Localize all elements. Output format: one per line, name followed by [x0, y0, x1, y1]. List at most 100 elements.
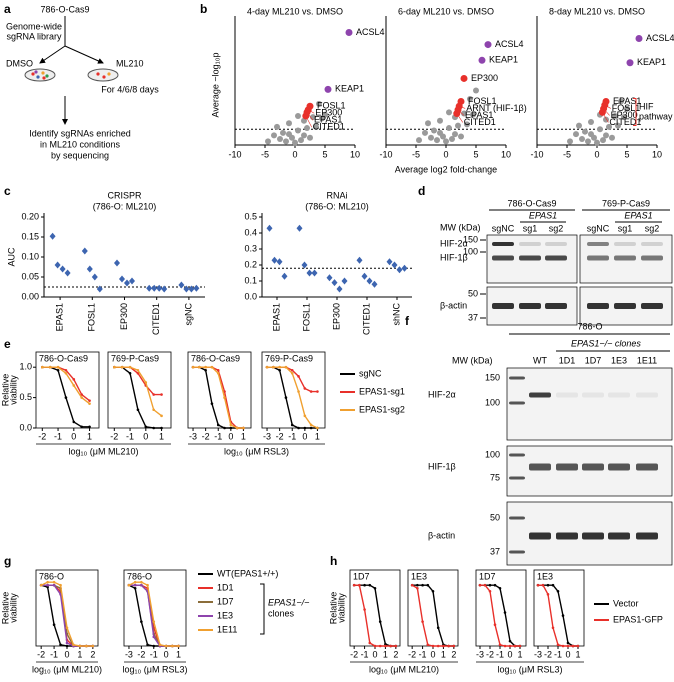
dot [156, 284, 163, 292]
x-tick-label: -5 [412, 149, 420, 159]
data-point [52, 580, 56, 584]
x-tick-label: 0 [292, 149, 297, 159]
data-point [284, 365, 288, 369]
x-tick-label: -10 [379, 149, 392, 159]
point [425, 120, 431, 127]
data-point [352, 583, 356, 587]
y-tick-label: 0.3 [244, 243, 257, 253]
x-tick-label: CITED1 [151, 303, 161, 335]
plot-title: (786-O: ML210) [93, 201, 157, 211]
point [576, 122, 582, 129]
x-tick-label: -2 [110, 431, 118, 441]
dot [266, 224, 273, 232]
dot [54, 261, 61, 269]
plot-title: 1E3 [411, 571, 427, 581]
data-point [140, 620, 143, 623]
blot-band [509, 516, 525, 520]
point [621, 114, 627, 121]
data-point [416, 583, 419, 587]
blot-band [529, 463, 551, 471]
x-tick-label: -1 [554, 649, 562, 659]
data-point [297, 426, 300, 430]
x-tick-label: -2 [137, 649, 145, 659]
marker-label: 50 [490, 512, 500, 522]
point [446, 125, 452, 132]
plot-title: CRISPR [107, 190, 142, 200]
data-point [64, 371, 68, 375]
dot [281, 272, 288, 280]
data-point [483, 583, 487, 587]
data-point [88, 402, 91, 405]
blot-band [608, 392, 630, 398]
dot [151, 284, 158, 292]
point [464, 121, 470, 128]
data-point [160, 393, 163, 396]
data-point [384, 644, 387, 648]
data-point [442, 644, 445, 648]
point [298, 137, 304, 144]
data-point [136, 408, 140, 412]
point [579, 135, 585, 142]
data-point [290, 368, 294, 372]
plot-title: RNAi [326, 190, 347, 200]
leader-line [305, 115, 313, 128]
point [428, 134, 434, 141]
dot [178, 281, 185, 289]
protein-label: HIF-2α [428, 389, 456, 399]
data-point [561, 644, 565, 648]
curve [193, 366, 244, 429]
data-point [164, 644, 168, 648]
data-point [309, 423, 313, 427]
y-axis-label: viability [336, 593, 346, 623]
data-point [216, 368, 220, 372]
blot-band [509, 376, 525, 380]
x-tick-label: -5 [563, 149, 571, 159]
marker-label: 37 [468, 312, 478, 322]
data-point [421, 583, 424, 587]
data-point [46, 583, 49, 587]
cells [31, 70, 111, 80]
blot-band [529, 392, 551, 398]
blot-band [509, 550, 525, 554]
data-point [152, 393, 155, 396]
cell-line: 786-O-Cas9 [40, 4, 89, 14]
x-tick-label: -2 [408, 649, 416, 659]
point [615, 122, 621, 129]
x-tick-label: 10 [652, 149, 662, 159]
curve [480, 584, 520, 647]
point [603, 132, 609, 139]
data-point [566, 644, 570, 648]
mw-label: MW (kDa) [440, 222, 481, 232]
dot [356, 256, 363, 264]
data-point [85, 644, 88, 648]
data-point [146, 583, 149, 587]
point [582, 128, 588, 135]
point [277, 135, 283, 142]
data-point [120, 365, 124, 369]
data-point [303, 414, 307, 418]
data-point [272, 365, 275, 369]
point [437, 129, 443, 136]
x-tick-label: -1 [419, 649, 427, 659]
plot-frame [107, 351, 172, 429]
pathway-label: HIF [639, 101, 654, 111]
outcome: in ML210 conditions [40, 139, 121, 149]
blot-band [545, 255, 567, 261]
data-point [447, 644, 450, 648]
data-point [144, 425, 148, 429]
data-point [72, 643, 75, 647]
outcome: Identify sgRNAs enriched [29, 128, 131, 138]
panel-label: g [4, 554, 11, 568]
x-tick-label: -3 [263, 431, 271, 441]
blot-band [641, 255, 663, 261]
point [295, 127, 301, 134]
x-tick-label: 0 [430, 649, 435, 659]
plot-title: 769-P-Cas9 [111, 353, 159, 363]
plot-frame [187, 351, 252, 429]
data-point [290, 423, 294, 427]
x-tick-label: sgNC [183, 303, 193, 326]
plot-title: 4-day ML210 vs. DMSO [247, 6, 343, 16]
data-point [518, 644, 522, 648]
data-point [297, 375, 300, 378]
protein-label: HIF-1β [428, 461, 456, 471]
